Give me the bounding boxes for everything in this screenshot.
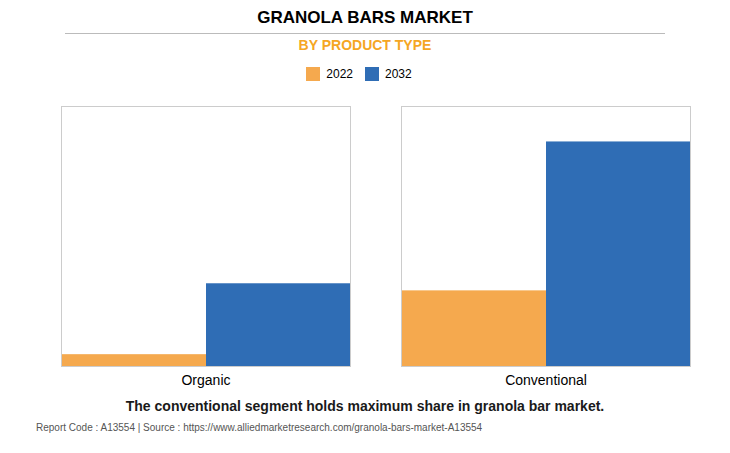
html-text:2032: 2032 bbox=[385, 66, 412, 81]
html-text:2022: 2022 bbox=[326, 66, 353, 81]
html-text:BY PRODUCT TYPE: BY PRODUCT TYPE bbox=[298, 37, 432, 53]
html-text:Report Code : A13554 | Source: Report Code : A13554 | Source : https://… bbox=[36, 422, 483, 433]
html-text:The conventional segment holds: The conventional segment holds maximum s… bbox=[125, 398, 605, 414]
svg-text:Conventional: Conventional bbox=[505, 372, 587, 388]
svg-text:Organic: Organic bbox=[181, 372, 230, 388]
html-text:GRANOLA BARS MARKET: GRANOLA BARS MARKET bbox=[257, 8, 473, 27]
